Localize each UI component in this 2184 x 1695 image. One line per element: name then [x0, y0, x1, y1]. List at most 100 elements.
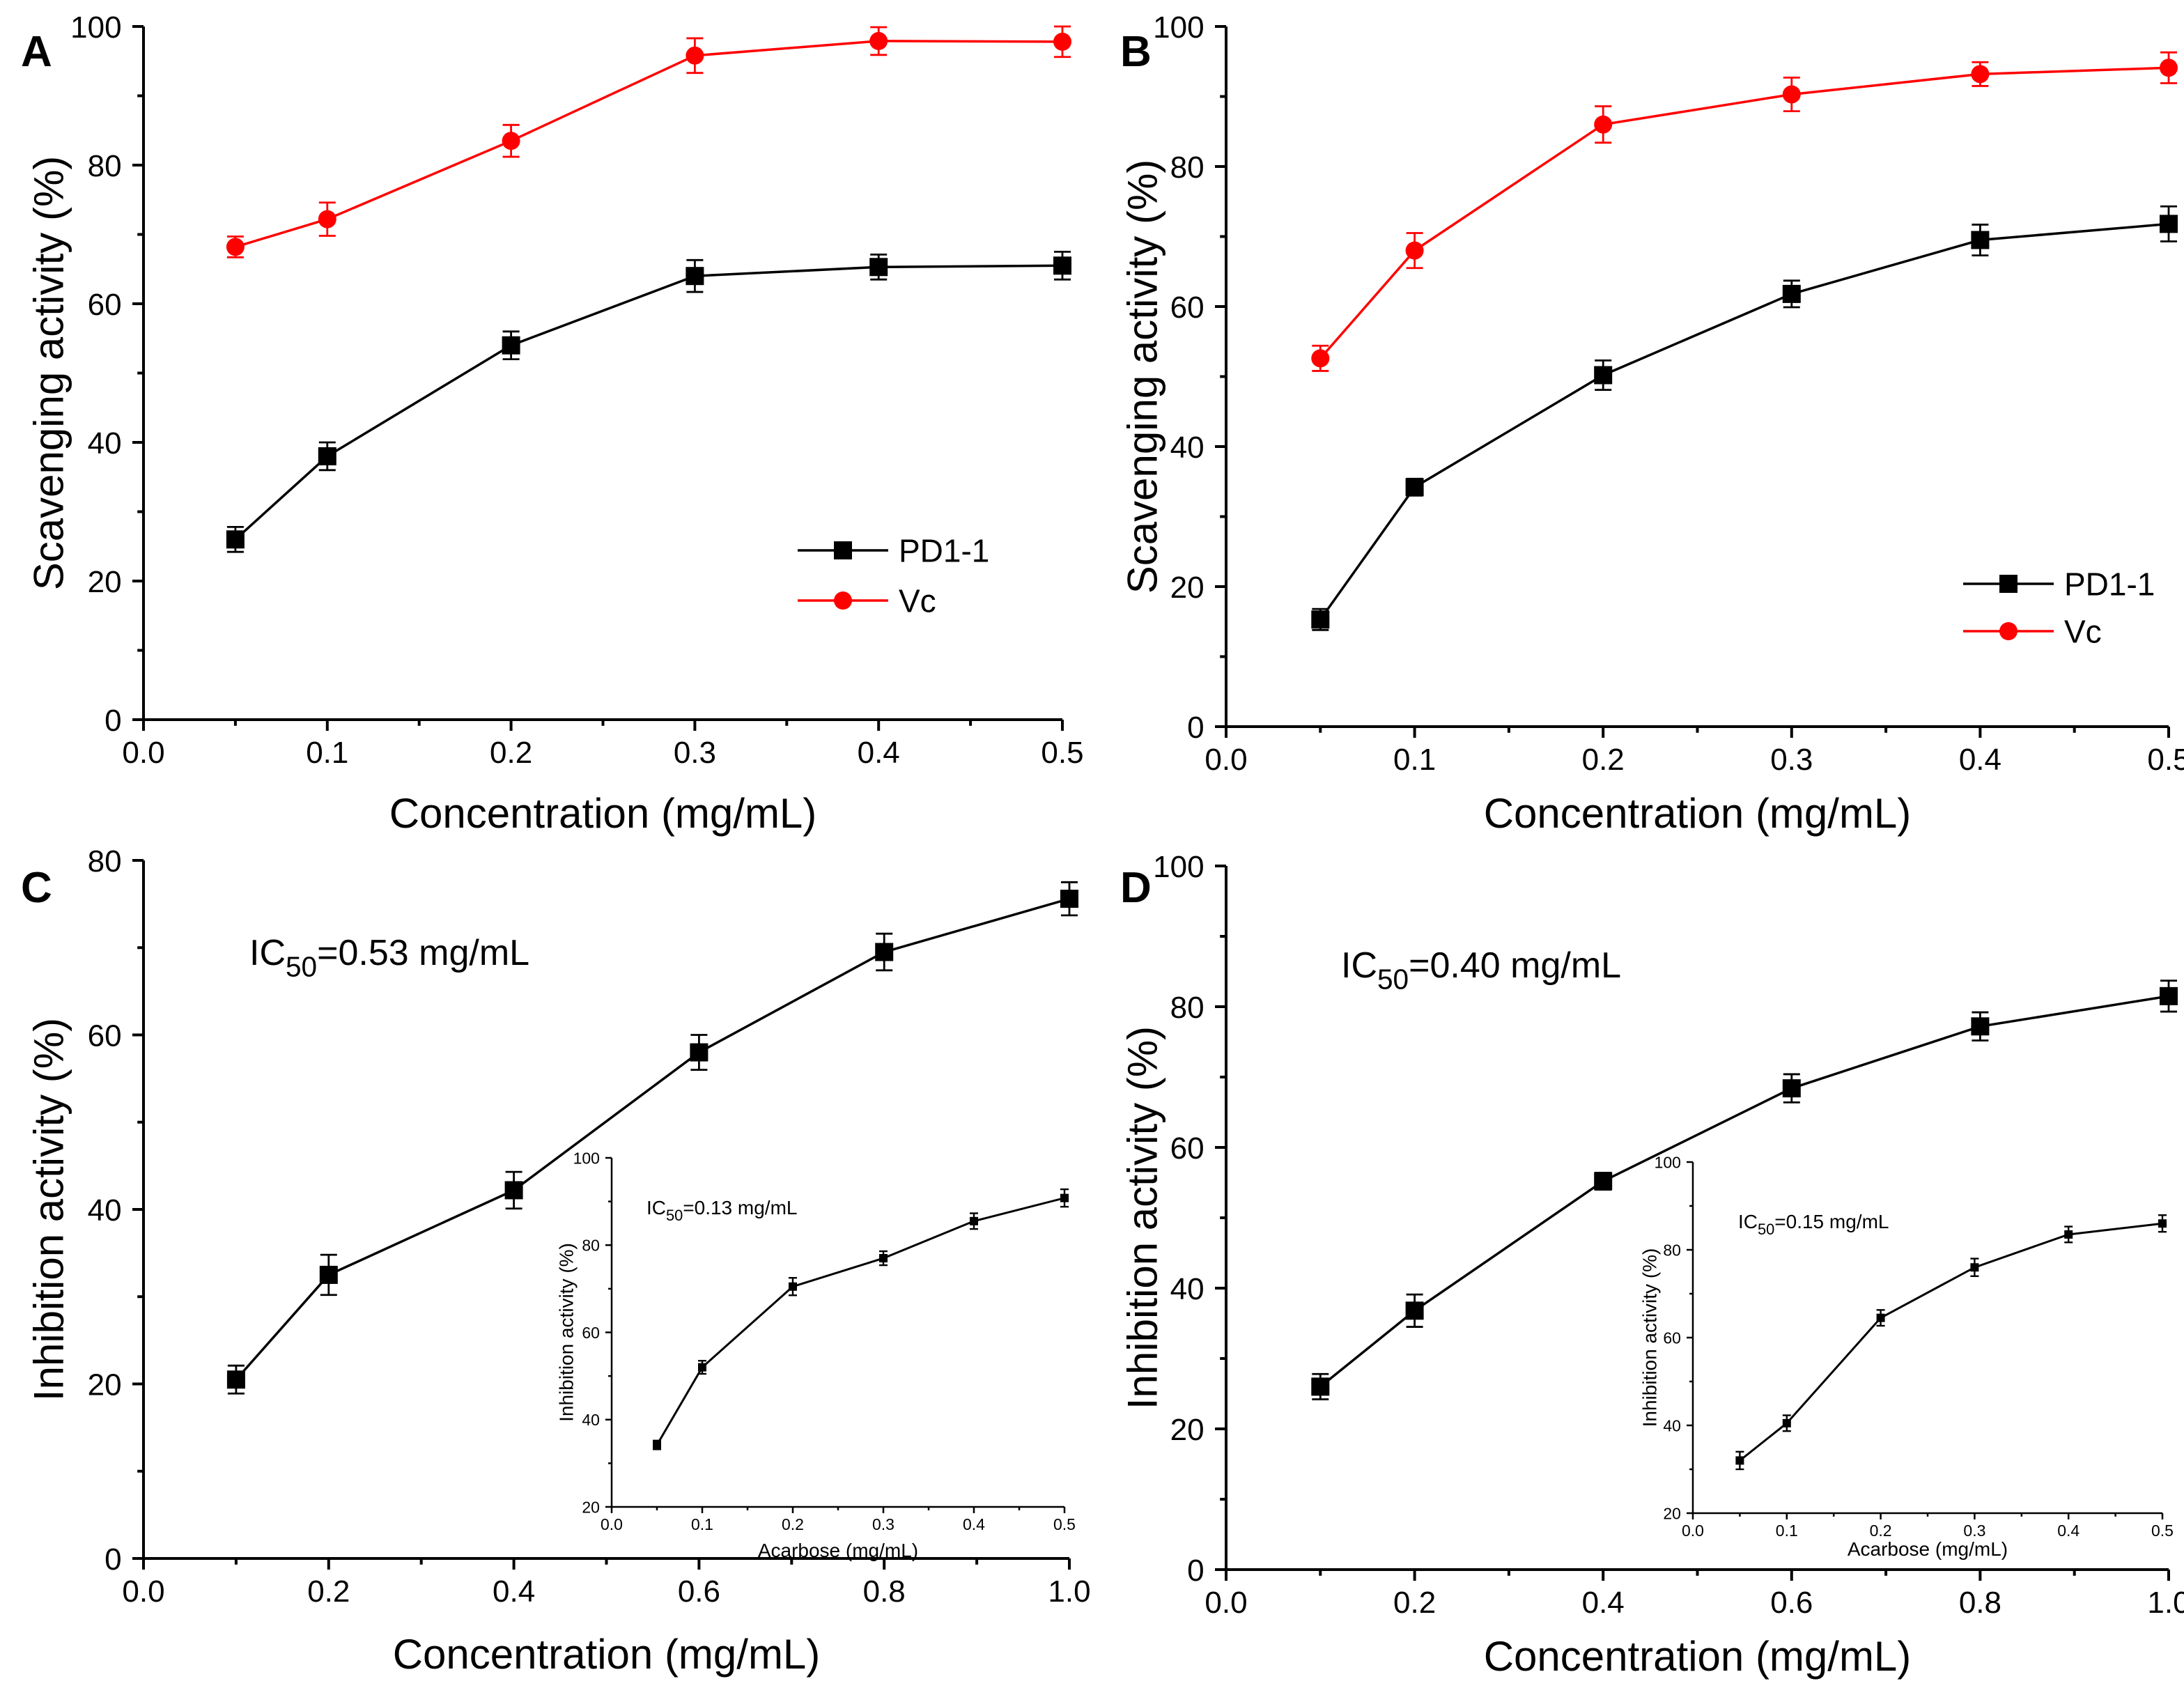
panel-d-inset-x-tick-label: 0.1 [1776, 1522, 1798, 1540]
panel-c: C 0.0 0.2 0.4 0.6 0.8 1.0 0 20 40 60 80 Concentratio… [21, 844, 1091, 1678]
panel-a-series-vc-point [226, 238, 245, 256]
panel-c-series-pd1-1-point [226, 1370, 245, 1389]
panel-d-inset-ic50-prefix: IC [1738, 1211, 1758, 1232]
panel-d-y-axis-label: Inhibition activity (%) [1120, 1026, 1166, 1409]
panel-a-y-tick-label: 20 [88, 565, 122, 599]
panel-d-series-pd1-1-point [1405, 1301, 1424, 1320]
panel-d-y-tick-label: 40 [1170, 1272, 1205, 1306]
panel-c-inset-y-tick-label: 60 [582, 1324, 600, 1342]
panel-c-inset-ic50-value: =0.13 mg/mL [683, 1197, 797, 1218]
panel-d-letter: D [1120, 864, 1152, 912]
panel-b-x-tick-label: 0.5 [2147, 743, 2184, 777]
panel-d-x-tick-label: 0.0 [1205, 1586, 1247, 1620]
panel-a-letter: A [21, 28, 52, 76]
panel-d-x-tick-label: 0.8 [1959, 1586, 2001, 1620]
panel-c-ic50-annotation: IC50=0.53 mg/mL [249, 933, 529, 983]
panel-d-series-pd1-1-point [1311, 1377, 1330, 1396]
panel-c-y-tick-label: 0 [104, 1542, 121, 1577]
panel-b-x-tick-label: 0.0 [1205, 743, 1247, 777]
panel-b-legend-label: PD1-1 [2064, 566, 2155, 603]
panel-d-series-pd1-1-point [2160, 986, 2178, 1005]
panel-b-series-vc-line [1319, 66, 2169, 359]
panel-a-series-vc-point [318, 210, 336, 229]
panel-b-legend-label: Vc [2064, 614, 2102, 650]
panel-c-inset-x-axis-label: Acarbose (mg/mL) [758, 1540, 918, 1561]
panel-c-inset-y-tick-label: 40 [582, 1411, 600, 1429]
panel-d-inset-series-acarbose-point [1970, 1263, 1979, 1272]
panel-c-x-tick-label: 1.0 [1048, 1574, 1090, 1609]
panel-d-inset-series-acarbose-point [2158, 1219, 2167, 1228]
panel-c-series-pd1-1-point [690, 1043, 708, 1062]
panel-b-series-pd1-1-line [1319, 222, 2169, 621]
panel-d-y-tick-label: 100 [1153, 850, 1204, 884]
panel-a-y-tick-label: 100 [70, 10, 121, 45]
panel-d-x-tick-label: 1.0 [2147, 1586, 2184, 1620]
panel-a-series-pd1-1-point [226, 530, 245, 549]
panel-b-legend-item: Vc [1963, 614, 2102, 650]
panel-d-x-tick-label: 0.2 [1393, 1586, 1436, 1620]
panel-d-inset-x-tick-label: 0.3 [1963, 1522, 1985, 1540]
panel-b-series-pd1-1-point [2160, 215, 2178, 233]
panel-d-series-pd1-1-point [1971, 1017, 1990, 1036]
panel-c-inset-y-axis-label: Inhibition activity (%) [556, 1243, 578, 1422]
panel-c-x-tick-label: 0.8 [863, 1574, 906, 1609]
panel-c-inset-series-acarbose-point [653, 1441, 661, 1450]
panel-c-inset-x-tick-label: 0.5 [1053, 1515, 1076, 1533]
panel-a-series-pd1-1-point [502, 336, 520, 355]
panel-c-y-tick-label: 80 [88, 844, 122, 879]
panel-d-inset-y-axis-label: Inhibition activity (%) [1639, 1248, 1661, 1427]
panel-a-series-vc-point [502, 132, 520, 150]
panel-b-y-tick-label: 100 [1153, 10, 1204, 45]
panel-a-x-axis-label: Concentration (mg/mL) [389, 790, 817, 837]
panel-c-inset-series-acarbose-point [970, 1216, 978, 1225]
panel-c-series-pd1-1-line [235, 897, 1070, 1381]
panel-b-x-tick-label: 0.4 [1959, 743, 2001, 777]
panel-d-x-tick-label: 0.6 [1770, 1586, 1813, 1620]
panel-c-x-tick-label: 0.6 [678, 1574, 720, 1609]
panel-a-series-vc-line [235, 40, 1063, 249]
panel-b-y-tick-label: 0 [1187, 711, 1204, 745]
panel-a-y-tick-label: 60 [88, 288, 122, 322]
panel-d-ic50-subscript: 50 [1377, 963, 1409, 996]
panel-d-inset: 0.0 0.1 0.2 0.3 0.4 0.5 20 40 60 80 100 Acarbose (m… [1639, 1153, 2174, 1560]
panel-b-series-vc-point [1594, 115, 1613, 134]
panel-c-series-pd1-1-point [875, 943, 894, 961]
panel-d-y-tick-label: 60 [1170, 1131, 1205, 1166]
panel-a-series-pd1-1-point [318, 447, 336, 465]
panel-d-inset-y-tick-label: 40 [1663, 1416, 1681, 1434]
panel-a-y-axis-label: Scavenging activity (%) [26, 156, 72, 591]
panel-c-series-pd1-1-point [319, 1265, 338, 1284]
panel-d-x-axis-label: Concentration (mg/mL) [1484, 1633, 1912, 1680]
panel-c-inset-x-tick-label: 0.2 [782, 1515, 804, 1533]
panel-c-x-tick-label: 0.2 [307, 1574, 350, 1609]
panel-a-series-vc-point [686, 46, 704, 65]
panel-c-inset-series-acarbose-point [1060, 1193, 1069, 1202]
panel-b-series-pd1-1-point [1782, 284, 1801, 303]
panel-b-series-vc-point [1782, 85, 1801, 104]
panel-b-series-pd1-1-point [1594, 366, 1613, 385]
panel-c-y-tick-label: 60 [88, 1019, 122, 1053]
panel-d-y-tick-label: 80 [1170, 991, 1205, 1025]
panel-c-series-pd1-1-point [504, 1181, 523, 1200]
panel-c-series-pd1-1-point [1060, 890, 1078, 908]
panel-a-y-tick-label: 40 [88, 426, 122, 460]
panel-d-ic50-annotation: IC50=0.40 mg/mL [1341, 945, 1621, 996]
panel-d-ic50-value: =0.40 mg/mL [1409, 945, 1621, 986]
panel-c-y-tick-label: 40 [88, 1193, 122, 1228]
panel-d-inset-series-acarbose-line [1739, 1222, 2163, 1462]
panel-d-inset-x-axis-label: Acarbose (mg/mL) [1848, 1538, 2008, 1560]
panel-b-series-pd1-1-point [1311, 610, 1330, 629]
panel-a-legend: PD1-1 Vc [798, 533, 989, 619]
panel-a-legend-label: PD1-1 [899, 533, 989, 569]
panel-d-ic50-prefix: IC [1341, 945, 1377, 986]
panel-c-ic50-value: =0.53 mg/mL [317, 933, 529, 973]
panel-b-y-tick-label: 40 [1170, 431, 1205, 465]
panel-c-x-axis-label: Concentration (mg/mL) [393, 1631, 821, 1678]
panel-d-inset-series-acarbose-point [1876, 1313, 1885, 1322]
panel-c-y-tick-label: 20 [88, 1368, 122, 1402]
panel-d-inset-y-tick-label: 20 [1663, 1504, 1681, 1522]
panel-b-x-axis-label: Concentration (mg/mL) [1484, 790, 1912, 837]
panel-b-series-vc-point [2160, 59, 2178, 77]
panel-d-y-tick-label: 20 [1170, 1413, 1205, 1447]
